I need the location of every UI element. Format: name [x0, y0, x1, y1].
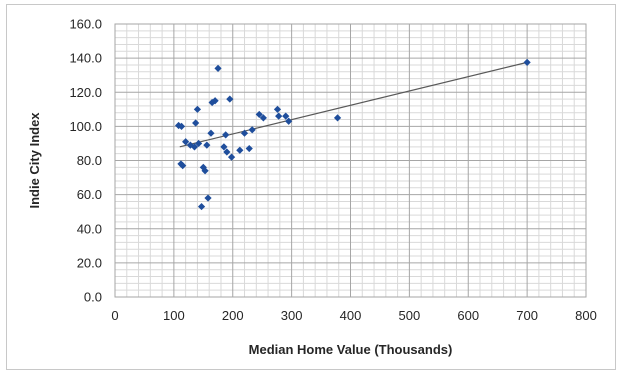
data-point	[282, 112, 290, 120]
y-tick-label: 120.0	[69, 85, 102, 100]
data-point	[193, 105, 202, 113]
y-axis-title: Indie City Index	[27, 112, 42, 209]
data-point	[192, 119, 200, 127]
data-point	[245, 144, 253, 153]
data-point	[248, 126, 256, 134]
y-tick-label: 140.0	[69, 51, 102, 66]
data-point	[220, 143, 228, 151]
data-point	[223, 148, 231, 156]
data-points	[174, 58, 531, 211]
y-tick-label: 100.0	[69, 119, 102, 134]
data-point	[211, 97, 219, 105]
data-point	[197, 202, 206, 211]
data-point	[204, 194, 212, 202]
x-tick-label: 700	[516, 308, 538, 323]
data-point	[333, 114, 342, 122]
data-point	[273, 105, 282, 113]
x-tick-label: 0	[111, 308, 118, 323]
data-point	[222, 131, 230, 139]
data-point	[226, 95, 234, 103]
data-point	[275, 112, 283, 120]
y-axis-tick-labels: 0.0 20.0 40.0 60.0 80.0 100.0 120.0 140.0 160.0	[69, 17, 102, 305]
x-axis-tick-labels: 0 100 200 300 400 500 600 700 800	[111, 308, 596, 323]
data-point	[203, 141, 211, 149]
x-tick-label: 300	[281, 308, 303, 323]
y-tick-label: 40.0	[77, 221, 102, 236]
x-tick-label: 400	[340, 308, 362, 323]
trendline	[179, 61, 528, 148]
y-tick-label: 0.0	[84, 290, 102, 305]
data-point	[227, 153, 236, 161]
data-point	[523, 58, 531, 66]
y-tick-label: 60.0	[77, 187, 102, 202]
y-tick-label: 80.0	[77, 153, 102, 168]
x-tick-label: 200	[222, 308, 244, 323]
x-tick-label: 100	[163, 308, 185, 323]
data-point	[182, 138, 190, 146]
data-point	[240, 129, 249, 137]
x-tick-label: 600	[457, 308, 479, 323]
data-point	[177, 122, 186, 130]
x-axis-title: Median Home Value (Thousands)	[249, 342, 453, 357]
x-tick-label: 800	[575, 308, 597, 323]
plot-area-border	[114, 23, 587, 298]
data-point	[255, 110, 263, 119]
data-point	[236, 146, 244, 154]
data-point	[201, 167, 209, 175]
data-point	[195, 139, 203, 148]
x-tick-label: 500	[399, 308, 421, 323]
data-point	[190, 143, 199, 151]
data-point	[179, 162, 187, 170]
data-point	[259, 114, 267, 122]
data-point	[214, 64, 222, 72]
y-tick-label: 160.0	[69, 17, 102, 32]
data-point	[207, 129, 215, 137]
y-tick-label: 20.0	[77, 255, 102, 270]
data-point	[285, 117, 293, 125]
